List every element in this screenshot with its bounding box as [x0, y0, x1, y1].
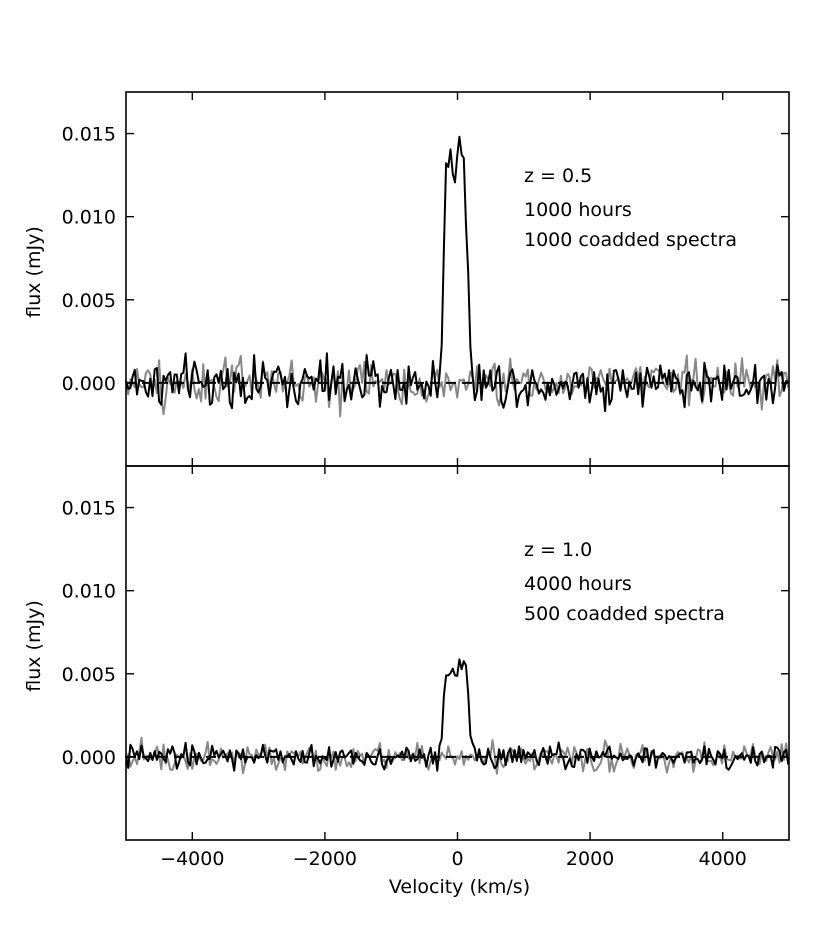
top-series-black-line: [125, 135, 789, 413]
bottom-annotation-hours: 4000 hours: [524, 573, 632, 595]
bottom-ticks: 0.000 0.005 0.010 0.015 −4000 −2000 0 2000 4000: [62, 466, 789, 870]
top-ytick-label: 0.000: [62, 373, 116, 395]
top-annotations: z = 0.5 1000 hours 1000 coadded spectra: [524, 165, 737, 251]
bottom-annotation-redshift: z = 1.0: [524, 539, 592, 561]
top-annotation-redshift: z = 0.5: [524, 165, 592, 187]
bottom-annotation-spectra: 500 coadded spectra: [524, 603, 725, 625]
x-axis-label: Velocity (km/s): [389, 876, 530, 898]
bottom-panel: 0.000 0.005 0.010 0.015 −4000 −2000 0 2000 4000 …: [23, 465, 790, 898]
bottom-ytick-label: 0.000: [62, 747, 116, 769]
top-y-axis-label: flux (mJy): [23, 226, 45, 317]
bottom-series-black-line: [125, 658, 790, 772]
bottom-ytick-label: 0.005: [62, 664, 116, 686]
bottom-plot-frame: [125, 465, 790, 841]
top-panel: 0.000 0.005 0.010 0.015 flux (mJy) z = 0.5 …: [23, 91, 790, 467]
bottom-xtick-label: −4000: [160, 848, 224, 870]
bottom-annotations: z = 1.0 4000 hours 500 coadded spectra: [524, 539, 725, 625]
bottom-ytick-label: 0.010: [62, 581, 116, 603]
bottom-xtick-label: 0: [451, 848, 463, 870]
top-ytick-label: 0.015: [62, 124, 116, 146]
bottom-ytick-label: 0.015: [62, 498, 116, 520]
top-ytick-label: 0.005: [62, 290, 116, 312]
top-ticks: 0.000 0.005 0.010 0.015: [62, 92, 789, 466]
bottom-xtick-label: −2000: [293, 848, 357, 870]
top-series-group: [125, 135, 790, 418]
top-annotation-spectra: 1000 coadded spectra: [524, 229, 737, 251]
top-annotation-hours: 1000 hours: [524, 199, 632, 221]
top-series-gray-line: [125, 354, 790, 418]
top-ytick-label: 0.010: [62, 207, 116, 229]
bottom-xtick-label: 2000: [566, 848, 614, 870]
bottom-xtick-label: 4000: [699, 848, 747, 870]
bottom-y-axis-label: flux (mJy): [23, 600, 45, 691]
bottom-series-group: [125, 658, 790, 775]
